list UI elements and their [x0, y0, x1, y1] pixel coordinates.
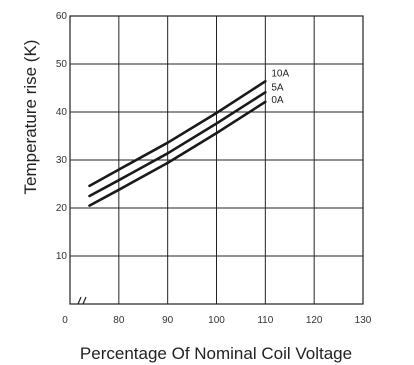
axis-break-stroke: [77, 296, 82, 305]
y-tick-label: 10: [56, 251, 68, 262]
series-labels: 10A 5A 0A: [271, 68, 289, 106]
series-label-5a: 5A: [271, 82, 284, 93]
x-tick-label: 120: [306, 315, 323, 326]
y-tick-label: 40: [56, 107, 68, 118]
x-axis-break-mark: [77, 296, 87, 305]
y-tick-labels: 10 20 30 40 50 60: [56, 11, 68, 262]
series-label-0a: 0A: [271, 95, 284, 106]
x-tick-label: 100: [208, 315, 225, 326]
y-tick-label: 60: [56, 11, 68, 22]
grid: [70, 16, 363, 304]
series-line-10a: [88, 80, 267, 188]
series-line-0a: [88, 100, 267, 207]
series-line-5a: [88, 91, 267, 198]
axis-break-stroke: [82, 296, 87, 305]
series-label-10a: 10A: [271, 68, 289, 79]
x-tick-label: 0: [62, 315, 68, 326]
series-lines: [88, 80, 267, 207]
x-tick-labels: 0 80 90 100 110 120 130: [62, 315, 372, 326]
y-tick-label: 20: [56, 203, 68, 214]
x-tick-label: 80: [113, 315, 125, 326]
y-tick-label: 30: [56, 155, 68, 166]
x-tick-label: 130: [355, 315, 372, 326]
x-tick-label: 110: [257, 315, 273, 326]
y-axis-title: Temperature rise (K): [21, 40, 40, 195]
x-axis-title: Percentage Of Nominal Coil Voltage: [80, 344, 352, 363]
x-tick-label: 90: [162, 315, 174, 326]
y-tick-label: 50: [56, 59, 68, 70]
plot-frame: [69, 15, 364, 305]
